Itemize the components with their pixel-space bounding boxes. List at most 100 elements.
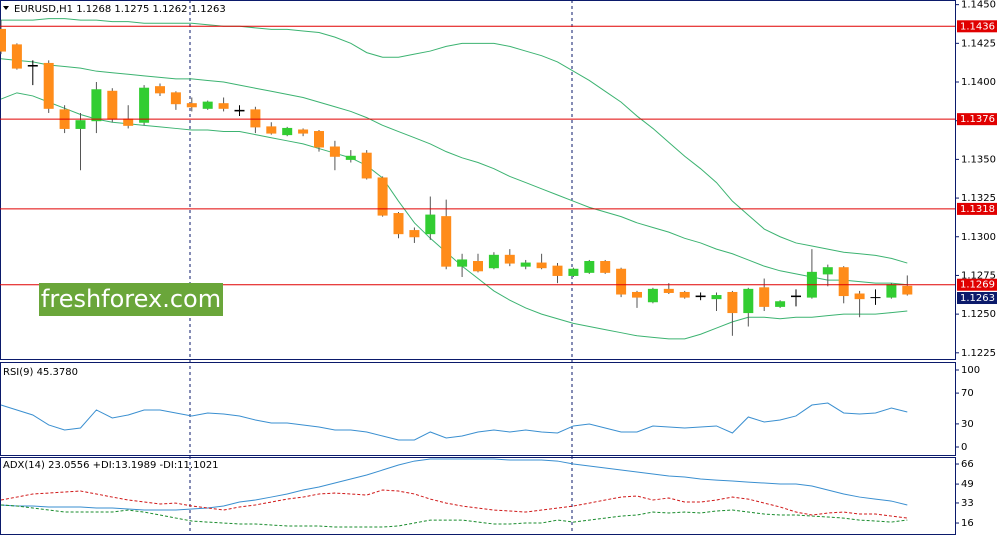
- candle-body: [155, 86, 165, 94]
- candle-body: [775, 301, 786, 307]
- candle-body: [218, 103, 229, 109]
- candle-body: [266, 126, 277, 134]
- candle-body: [202, 101, 213, 109]
- candle-body: [457, 259, 468, 267]
- candle-body: [43, 62, 54, 109]
- y-tick-label: 1.1325: [961, 193, 996, 204]
- candle-body: [536, 262, 547, 269]
- candle-body: [552, 265, 563, 276]
- candle-body: [822, 267, 833, 275]
- level-label-box: [957, 278, 997, 291]
- level-label-box: [957, 202, 997, 215]
- candle-body: [409, 230, 420, 238]
- candle-body: [473, 261, 483, 272]
- level-label: 1.1436: [960, 21, 995, 32]
- candle-body: [838, 267, 849, 297]
- candle-body: [170, 92, 181, 105]
- candle-body: [727, 291, 738, 314]
- menu-arrow[interactable]: [3, 6, 9, 10]
- current-price-box: [957, 292, 997, 305]
- candle-body: [679, 291, 690, 298]
- y-tick-label: 49: [961, 479, 974, 490]
- level-label: 1.1376: [960, 114, 995, 125]
- y-tick-label: 1.1450: [961, 0, 996, 11]
- panel-title: RSI(9) 45.3780: [3, 367, 78, 378]
- candle-body: [107, 90, 118, 120]
- candle-body: [234, 109, 245, 112]
- bollinger-band: [1, 18, 908, 264]
- candle-body: [854, 293, 865, 300]
- panel-frame: [0, 362, 956, 456]
- candle-body: [711, 295, 722, 300]
- candle-body: [393, 213, 404, 235]
- candle-body: [663, 288, 674, 293]
- bollinger-band: [0, 58, 908, 286]
- candle-body: [870, 297, 881, 299]
- y-tick-label: 100: [961, 365, 980, 376]
- candle-body: [743, 288, 754, 314]
- y-tick-label: 30: [961, 419, 974, 430]
- candle-body: [11, 44, 22, 69]
- candle-body: [27, 64, 38, 67]
- y-tick-label: 1.1350: [961, 154, 996, 165]
- candle-body: [377, 177, 388, 216]
- candle-body: [345, 155, 356, 160]
- candle-body: [361, 152, 372, 179]
- indicator-line: [0, 504, 908, 528]
- candle-body: [695, 295, 706, 298]
- candle-body: [298, 129, 309, 134]
- y-tick-label: 1.1300: [961, 232, 996, 243]
- candle-body: [0, 28, 6, 52]
- panel-title: EURUSD,H1 1.1268 1.1275 1.1262 1.1263: [14, 4, 226, 15]
- panel-frame: [0, 0, 956, 360]
- current-price-label: 1.1263: [960, 293, 995, 304]
- candle-body: [314, 131, 324, 148]
- y-tick-label: 1.1275: [961, 270, 996, 281]
- y-tick-label: 1.1250: [961, 309, 996, 320]
- candle-body: [329, 146, 340, 157]
- y-tick-label: 66: [961, 459, 974, 470]
- indicator-line: [0, 458, 908, 511]
- candle-body: [520, 262, 531, 267]
- watermark-box: [39, 283, 223, 316]
- indicator-line: [0, 402, 908, 441]
- level-label-box: [957, 20, 997, 33]
- level-label-box: [957, 113, 997, 126]
- panel-title: ADX(14) 23.0556 +DI:13.1989 -DI:11.1021: [3, 460, 219, 471]
- indicator-line: [0, 489, 908, 519]
- candle-body: [791, 295, 801, 298]
- y-tick-label: 0: [961, 442, 967, 453]
- level-label: 1.1318: [960, 204, 995, 215]
- candle-body: [600, 261, 611, 273]
- y-tick-label: 1.1225: [961, 348, 996, 359]
- y-tick-label: 33: [961, 498, 974, 509]
- candle-body: [632, 291, 642, 298]
- candle-body: [186, 103, 197, 108]
- candle-body: [91, 89, 102, 122]
- watermark: freshforex.com: [41, 285, 221, 313]
- candle-body: [139, 87, 150, 123]
- level-label: 1.1269: [960, 280, 995, 291]
- candle-body: [75, 120, 86, 129]
- candle-body: [123, 118, 134, 126]
- bollinger-band: [0, 92, 908, 340]
- candle-body: [250, 109, 261, 128]
- candle-body: [616, 268, 627, 295]
- candle-body: [568, 268, 579, 276]
- candle-body: [282, 127, 293, 136]
- y-tick-label: 70: [961, 388, 974, 399]
- candle-body: [441, 216, 452, 267]
- candle-body: [425, 214, 436, 235]
- candle-body: [488, 254, 499, 269]
- candle-body: [902, 285, 913, 295]
- y-tick-label: 1.1425: [961, 38, 996, 49]
- candle-body: [584, 261, 595, 273]
- candle-body: [886, 284, 897, 298]
- candle-body: [647, 288, 658, 303]
- candle-body: [504, 254, 515, 264]
- y-tick-label: 16: [961, 518, 974, 529]
- y-tick-label: 1.1400: [961, 77, 996, 88]
